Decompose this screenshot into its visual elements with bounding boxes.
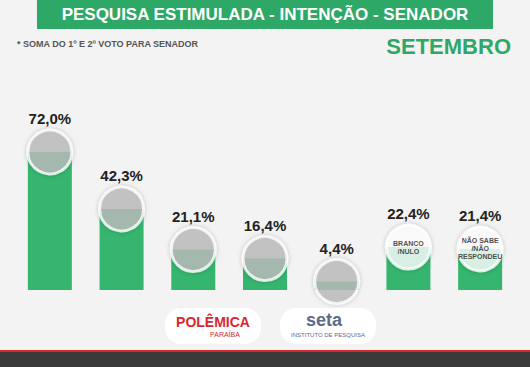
svg-text:PARAÍBA: PARAÍBA: [210, 330, 240, 338]
svg-text:PESQUISA ESTIMULADA - INTENÇÃO: PESQUISA ESTIMULADA - INTENÇÃO - SENADOR: [62, 4, 469, 24]
svg-text:21,4%: 21,4%: [459, 207, 502, 224]
svg-text:NÃO SABE: NÃO SABE: [462, 236, 499, 244]
svg-text:42,3%: 42,3%: [100, 167, 143, 184]
svg-text:22,4%: 22,4%: [387, 205, 430, 222]
svg-text:16,4%: 16,4%: [244, 217, 287, 234]
svg-text:SETEMBRO: SETEMBRO: [386, 34, 511, 59]
svg-text:RESPONDEU: RESPONDEU: [458, 253, 502, 260]
svg-text:BRANCO: BRANCO: [393, 240, 424, 247]
svg-text:/NÃO: /NÃO: [471, 244, 489, 252]
svg-text:21,1%: 21,1%: [172, 208, 215, 225]
svg-text:INSTITUTO DE PESQUISA: INSTITUTO DE PESQUISA: [291, 332, 365, 338]
svg-text:/NULO: /NULO: [398, 248, 420, 255]
svg-text:4,4%: 4,4%: [320, 240, 354, 257]
svg-text:POLÊMICA: POLÊMICA: [176, 313, 250, 330]
svg-text:* SOMA DO 1º E 2º VOTO PARA SE: * SOMA DO 1º E 2º VOTO PARA SENADOR: [17, 39, 199, 49]
svg-text:seta: seta: [306, 310, 343, 330]
svg-text:72,0%: 72,0%: [29, 110, 72, 127]
